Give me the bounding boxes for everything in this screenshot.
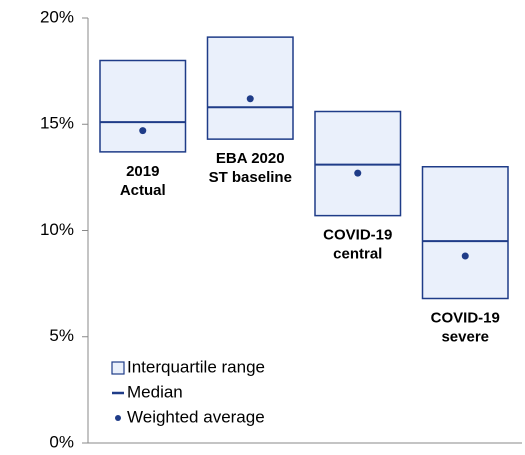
y-tick-label: 15%	[40, 114, 74, 133]
category-label: 2019	[126, 163, 159, 180]
iqr-box	[206, 36, 294, 140]
weighted-average-dot	[139, 127, 147, 135]
weighted-average-dot	[246, 95, 254, 103]
category-label: COVID-19	[323, 227, 392, 244]
y-tick-label: 0%	[49, 432, 74, 451]
iqr-box	[314, 110, 402, 217]
legend-swatch	[111, 361, 125, 375]
category-label: ST baseline	[209, 169, 292, 186]
legend-label: Interquartile range	[127, 357, 265, 376]
weighted-average-dot	[354, 169, 362, 177]
y-tick-label: 5%	[49, 326, 74, 345]
y-tick-label: 10%	[40, 220, 74, 239]
category-label: severe	[441, 328, 489, 345]
category-label: Actual	[120, 182, 166, 199]
category-label: COVID-19	[431, 309, 500, 326]
y-tick-label: 20%	[40, 7, 74, 26]
iqr-box	[99, 59, 187, 153]
weighted-average-dot	[461, 252, 469, 260]
category-label: central	[333, 246, 382, 263]
legend-label: Median	[127, 382, 183, 401]
category-label: EBA 2020	[216, 150, 285, 167]
legend-swatch	[115, 415, 121, 421]
iqr-box	[421, 166, 509, 300]
legend-label: Weighted average	[127, 407, 265, 426]
